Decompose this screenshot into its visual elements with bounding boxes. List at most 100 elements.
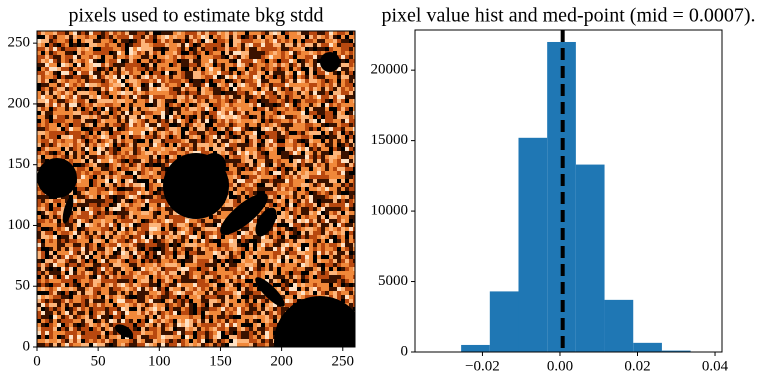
pixel — [317, 51, 321, 55]
pixel — [145, 279, 149, 283]
pixel — [157, 187, 161, 191]
pixel — [249, 151, 253, 155]
pixel — [49, 155, 53, 159]
pixel — [285, 259, 289, 263]
pixel — [125, 183, 129, 187]
pixel — [121, 139, 125, 143]
pixel — [217, 267, 221, 271]
pixel — [337, 71, 341, 75]
pixel — [109, 191, 113, 195]
pixel — [73, 263, 77, 267]
pixel — [201, 147, 205, 151]
pixel — [277, 239, 281, 243]
pixel — [113, 211, 117, 215]
pixel — [237, 103, 241, 107]
pixel — [141, 63, 145, 67]
pixel — [97, 223, 101, 227]
pixel — [41, 87, 45, 91]
pixel — [201, 267, 205, 271]
pixel — [265, 251, 269, 255]
pixel — [153, 151, 157, 155]
pixel — [237, 107, 241, 111]
pixel — [289, 179, 293, 183]
pixel — [213, 67, 217, 71]
pixel — [341, 135, 345, 139]
pixel — [69, 43, 73, 47]
pixel — [149, 43, 153, 47]
pixel — [213, 119, 217, 123]
pixel — [329, 123, 333, 127]
pixel — [345, 251, 349, 255]
pixel — [117, 87, 121, 91]
pixel — [337, 39, 341, 43]
pixel — [73, 55, 77, 59]
pixel — [317, 103, 321, 107]
pixel — [181, 103, 185, 107]
pixel — [65, 99, 69, 103]
pixel — [273, 227, 277, 231]
pixel — [121, 91, 125, 95]
pixel — [37, 235, 41, 239]
pixel — [93, 267, 97, 271]
pixel — [145, 183, 149, 187]
pixel — [297, 31, 301, 35]
pixel — [313, 231, 317, 235]
pixel — [133, 87, 137, 91]
pixel — [333, 139, 337, 143]
pixel — [105, 103, 109, 107]
pixel — [273, 231, 277, 235]
pixel — [309, 79, 313, 83]
pixel — [141, 191, 145, 195]
pixel — [113, 263, 117, 267]
pixel — [101, 83, 105, 87]
pixel — [257, 107, 261, 111]
pixel — [233, 199, 237, 203]
pixel — [333, 123, 337, 127]
pixel — [189, 63, 193, 67]
pixel — [237, 199, 241, 203]
pixel — [213, 239, 217, 243]
pixel — [281, 211, 285, 215]
pixel — [293, 71, 297, 75]
pixel — [153, 47, 157, 51]
pixel — [41, 147, 45, 151]
pixel — [101, 191, 105, 195]
pixel — [281, 131, 285, 135]
pixel — [289, 231, 293, 235]
pixel — [145, 87, 149, 91]
pixel — [345, 119, 349, 123]
pixel — [77, 79, 81, 83]
pixel — [217, 35, 221, 39]
pixel — [289, 155, 293, 159]
pixel — [265, 95, 269, 99]
pixel — [41, 135, 45, 139]
pixel — [89, 91, 93, 95]
pixel — [349, 151, 353, 155]
pixel — [229, 71, 233, 75]
pixel — [273, 107, 277, 111]
pixel — [41, 235, 45, 239]
pixel — [121, 87, 125, 91]
pixel — [257, 103, 261, 107]
pixel — [157, 155, 161, 159]
pixel — [297, 171, 301, 175]
pixel — [61, 279, 65, 283]
pixel — [209, 123, 213, 127]
pixel — [273, 135, 277, 139]
pixel — [45, 135, 49, 139]
pixel — [221, 83, 225, 87]
pixel — [297, 255, 301, 259]
pixel — [169, 263, 173, 267]
pixel — [165, 35, 169, 39]
pixel — [265, 235, 269, 239]
pixel — [105, 43, 109, 47]
pixel — [177, 95, 181, 99]
pixel — [321, 91, 325, 95]
pixel — [169, 115, 173, 119]
pixel — [141, 67, 145, 71]
pixel — [349, 107, 353, 111]
pixel — [341, 119, 345, 123]
pixel — [113, 51, 117, 55]
pixel — [125, 67, 129, 71]
pixel — [325, 255, 329, 259]
